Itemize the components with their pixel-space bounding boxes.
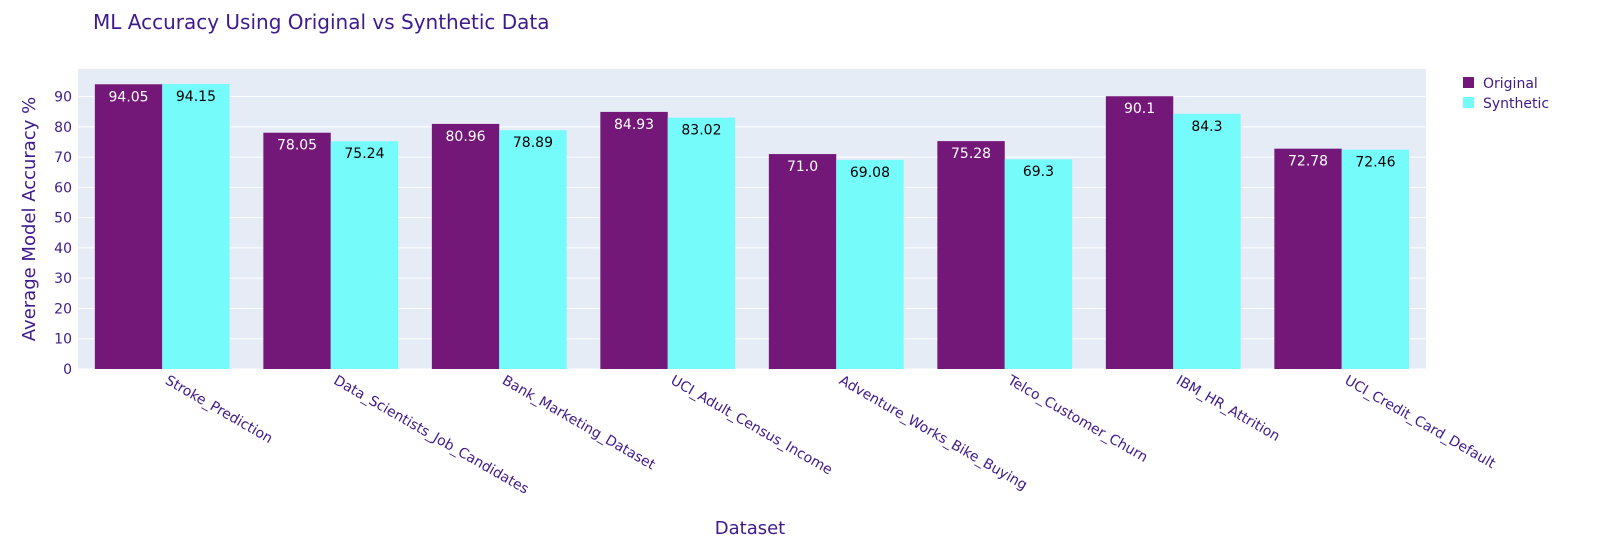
- bar-synthetic: [836, 159, 904, 369]
- bar-original: [600, 111, 668, 370]
- legend-swatch: [1463, 77, 1474, 88]
- y-tick-label: 40: [54, 241, 72, 257]
- chart-title: ML Accuracy Using Original vs Synthetic …: [93, 10, 550, 34]
- legend-label: Synthetic: [1483, 96, 1549, 112]
- bar-original: [431, 123, 500, 369]
- data-label: 69.08: [850, 165, 890, 181]
- data-label: 78.05: [277, 138, 317, 154]
- data-label: 72.46: [1355, 155, 1395, 171]
- data-label: 90.1: [1124, 101, 1155, 117]
- data-label: 75.28: [951, 146, 991, 162]
- data-label: 75.24: [344, 146, 384, 162]
- x-axis-ticks: Stroke_Prediction Data_Scientists_Job_Can…: [162, 372, 1498, 498]
- y-tick-label: 80: [54, 120, 72, 136]
- y-tick-label: 20: [54, 301, 72, 317]
- y-tick-label: 0: [63, 362, 72, 378]
- x-tick-label: Adventure_Works_Bike_Buying: [836, 373, 1030, 494]
- legend-swatch: [1463, 97, 1474, 108]
- data-label: 71.0: [787, 159, 818, 175]
- y-axis-title: Average Model Accuracy %: [19, 97, 40, 341]
- data-label: 94.05: [109, 89, 149, 105]
- bar-synthetic: [1341, 149, 1410, 369]
- bars: 94.05 94.15 78.05 75.24 80.96 78.89 84.93 83.02…: [94, 83, 1410, 370]
- x-tick-label: IBM_HR_Attrition: [1173, 373, 1282, 445]
- data-label: 84.3: [1191, 119, 1222, 135]
- bar-original: [1105, 96, 1174, 369]
- y-tick-label: 30: [54, 271, 72, 287]
- bar-original: [937, 141, 1005, 369]
- x-tick-label: UCI_Credit_Card_Default: [1342, 373, 1499, 473]
- data-label: 94.15: [176, 89, 216, 105]
- data-label: 69.3: [1023, 164, 1054, 180]
- data-label: 78.89: [513, 135, 553, 151]
- x-tick-label: Telco_Customer_Churn: [1004, 372, 1150, 466]
- data-label: 84.93: [614, 117, 654, 133]
- bar-synthetic: [1004, 159, 1073, 369]
- bar-synthetic: [1173, 113, 1241, 370]
- bar-original: [1274, 148, 1342, 369]
- legend: Original Synthetic: [1463, 76, 1549, 112]
- x-tick-label: Bank_Marketing_Dataset: [499, 373, 658, 474]
- bar-original: [768, 154, 837, 369]
- bar-synthetic: [162, 83, 230, 369]
- y-tick-label: 50: [54, 211, 72, 227]
- x-tick-label: UCI_Adult_Census_Income: [668, 373, 835, 479]
- bar-synthetic: [499, 130, 567, 369]
- y-tick-label: 60: [54, 180, 72, 196]
- x-tick-label: Data_Scientists_Job_Candidates: [331, 373, 532, 498]
- data-label: 72.78: [1288, 154, 1328, 170]
- data-label: 83.02: [681, 123, 721, 139]
- bar-synthetic: [667, 117, 736, 369]
- legend-label: Original: [1483, 76, 1538, 92]
- y-axis-ticks: 0 10 20 30 40 50 60 70 80 90: [54, 90, 72, 378]
- bar-original: [94, 84, 163, 369]
- y-tick-label: 10: [54, 332, 72, 348]
- y-tick-label: 70: [54, 150, 72, 166]
- x-axis-title: Dataset: [715, 518, 786, 539]
- data-label: 80.96: [446, 129, 486, 145]
- bar-synthetic: [330, 141, 399, 369]
- y-tick-label: 90: [54, 90, 72, 106]
- x-tick-label: Stroke_Prediction: [162, 373, 275, 447]
- bar-original: [263, 132, 331, 369]
